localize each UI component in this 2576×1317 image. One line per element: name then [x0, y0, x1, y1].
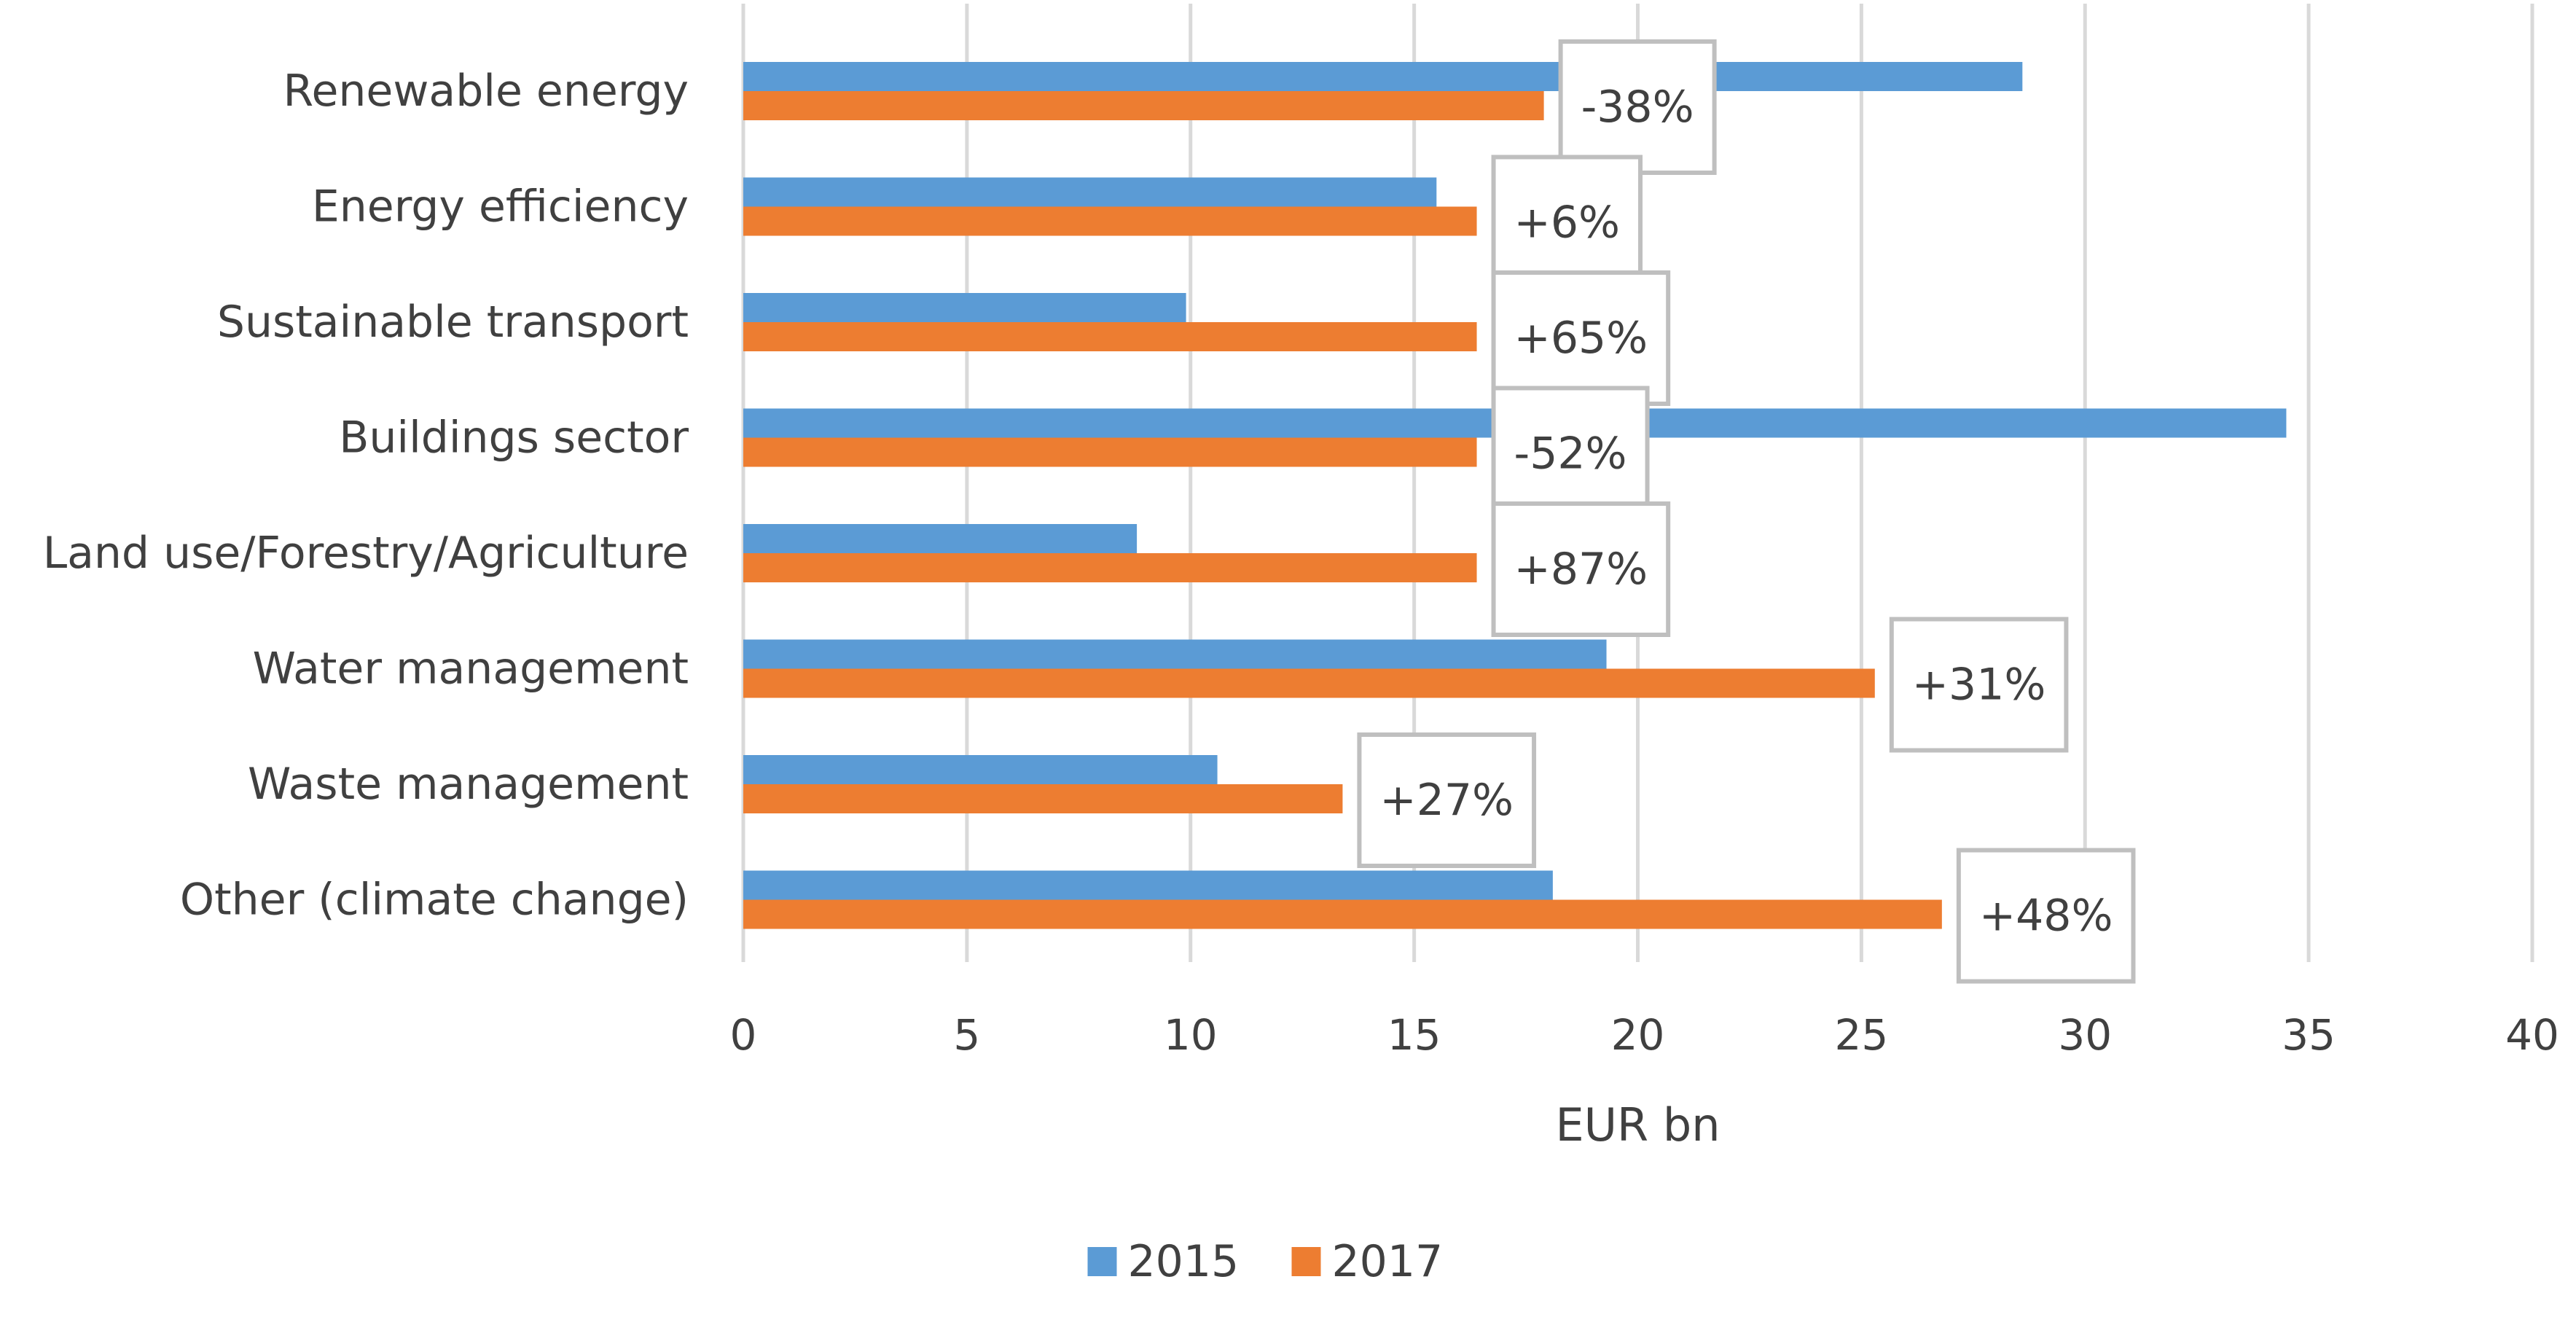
category-label: Renewable energy: [283, 66, 689, 117]
bar-2017: [743, 322, 1477, 351]
category-label: Energy efficiency: [312, 181, 689, 232]
change-annotation: -52%: [1491, 386, 1650, 522]
x-tick-label: 20: [1611, 1010, 1665, 1060]
change-annotation: +6%: [1491, 155, 1643, 291]
x-tick-labels: 0 5 10 15 20 25 30 35 40: [730, 1010, 2559, 1060]
annotation-box: [1357, 732, 1537, 868]
change-annotation: +87%: [1491, 501, 1671, 637]
annotation-label: +48%: [1979, 891, 2113, 942]
annotation-box: [1491, 270, 1671, 406]
x-tick-label: 30: [2058, 1010, 2112, 1060]
legend-label: 2017: [1332, 1236, 1444, 1287]
x-tick-label: 35: [2282, 1010, 2336, 1060]
x-tick-label: 0: [730, 1010, 757, 1060]
annotation-box: [1491, 386, 1650, 522]
category-label: Land use/Forestry/Agriculture: [43, 528, 689, 579]
bar-2015: [743, 177, 1437, 207]
change-annotation: +48%: [1956, 848, 2136, 984]
category-label: Waste management: [248, 759, 689, 810]
annotation-label: +87%: [1514, 544, 1648, 595]
bar-2015: [743, 62, 2023, 91]
change-annotations: -38% +6% +65% -52% +87% +31% +27% +48%: [1357, 39, 2136, 984]
legend-label: 2015: [1128, 1236, 1240, 1287]
category-label: Buildings sector: [339, 413, 689, 464]
category-label: Water management: [253, 644, 689, 695]
legend-swatch-2015: [1087, 1247, 1117, 1276]
bar-2015: [743, 639, 1607, 669]
bar-2017: [743, 91, 1544, 120]
annotation-box: [1491, 501, 1671, 637]
bar-2017: [743, 437, 1477, 467]
x-tick-label: 5: [953, 1010, 980, 1060]
annotation-label: +65%: [1514, 313, 1648, 364]
bar-2015: [743, 293, 1186, 322]
x-axis-title: EUR bn: [1556, 1098, 1720, 1152]
category-label: Other (climate change): [180, 875, 689, 926]
annotation-label: +6%: [1514, 198, 1620, 249]
category-labels: Renewable energy Energy efficiency Sustain…: [43, 66, 689, 926]
bar-2017: [743, 553, 1477, 582]
x-tick-label: 25: [1834, 1010, 1888, 1060]
x-tick-label: 10: [1164, 1010, 1218, 1060]
legend-swatch-2017: [1291, 1247, 1321, 1276]
change-annotation: -38%: [1558, 39, 1717, 175]
change-annotation: +31%: [1889, 617, 2069, 753]
x-tick-label: 40: [2505, 1010, 2559, 1060]
annotation-box: [1889, 617, 2069, 753]
category-label: Sustainable transport: [217, 297, 689, 348]
annotation-label: -52%: [1514, 429, 1627, 480]
legend: 2015 2017: [1087, 1236, 1444, 1287]
bar-2015: [743, 870, 1553, 900]
annotation-box: [1956, 848, 2136, 984]
annotation-box: [1491, 155, 1643, 291]
annotation-box: [1558, 39, 1717, 175]
bar-2017: [743, 668, 1875, 698]
annotation-label: +27%: [1379, 775, 1514, 826]
annotation-label: -38%: [1581, 82, 1694, 133]
x-tick-label: 15: [1387, 1010, 1441, 1060]
change-annotation: +27%: [1357, 732, 1537, 868]
change-annotation: +65%: [1491, 270, 1671, 406]
bar-2015: [743, 524, 1138, 553]
annotation-label: +31%: [1912, 660, 2046, 711]
bar-2017: [743, 784, 1343, 813]
bar-2017: [743, 899, 1942, 929]
bar-2015: [743, 755, 1218, 784]
bar-2017: [743, 206, 1477, 236]
